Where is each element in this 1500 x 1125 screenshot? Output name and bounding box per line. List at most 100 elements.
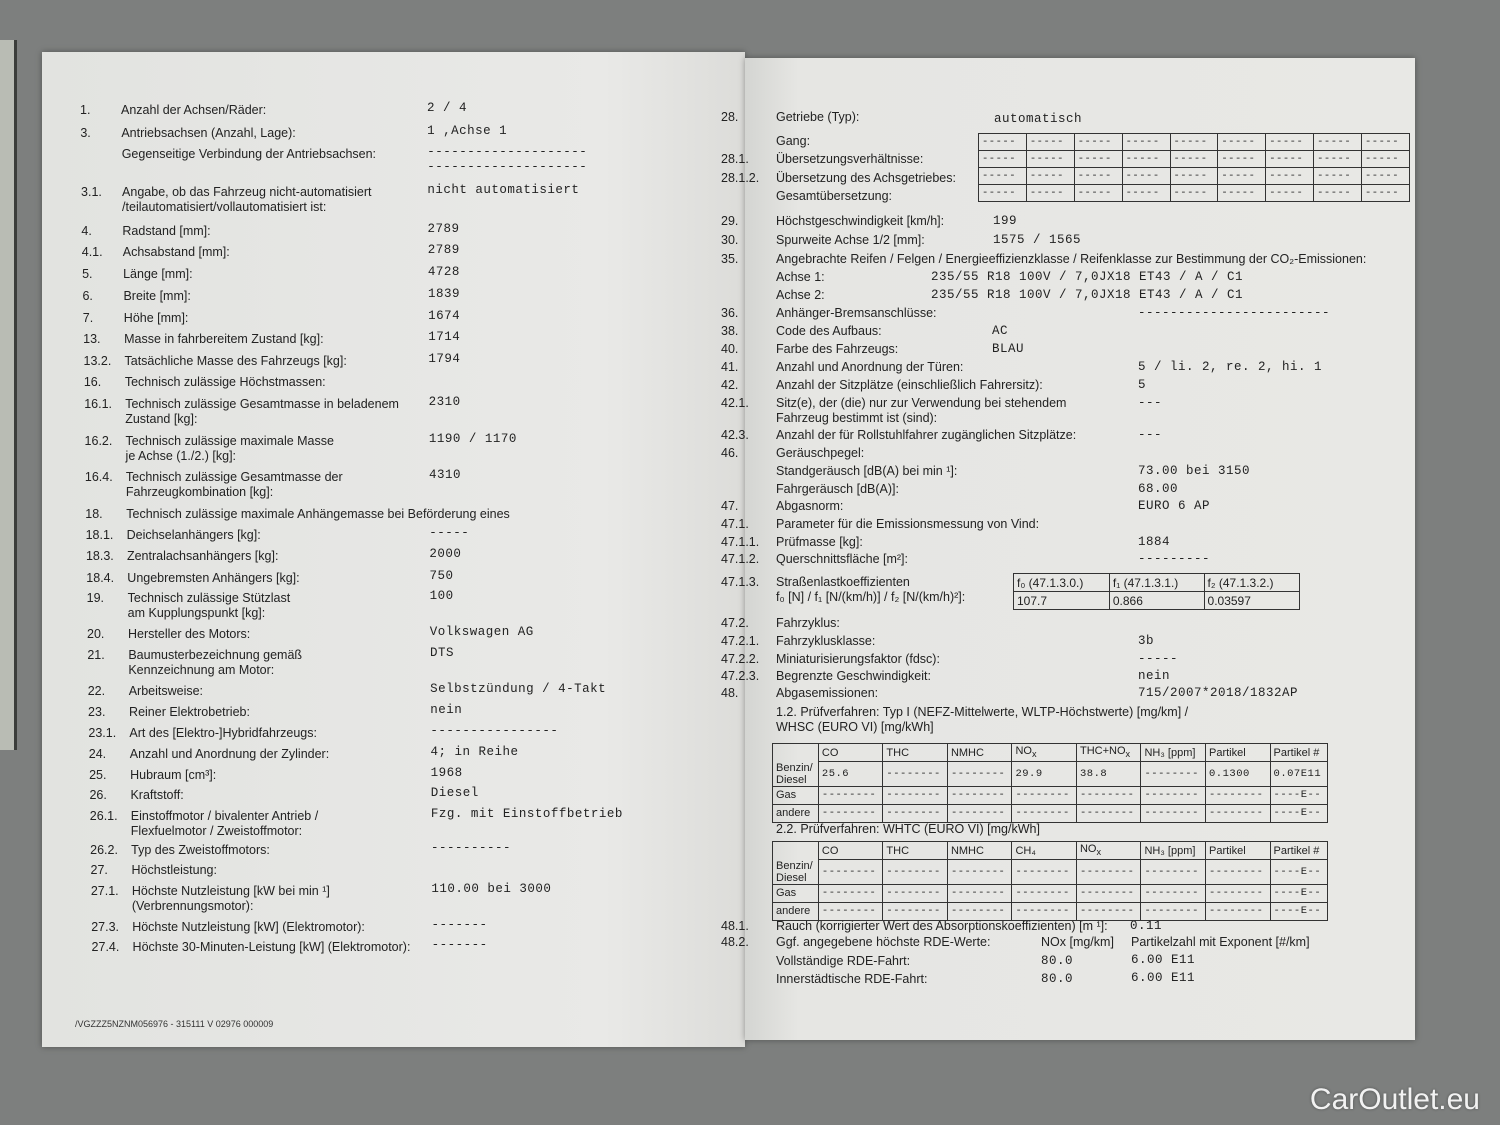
emission-value: --------: [882, 785, 948, 805]
item-number: 41.: [721, 360, 739, 374]
item-value: 1674: [428, 309, 461, 323]
item-value: 4310: [428, 468, 461, 482]
emission-value: ----E--: [1269, 785, 1329, 805]
item-value: ----------------: [430, 724, 559, 738]
item-value: 4728: [427, 265, 460, 279]
gear-cell: -----: [1073, 167, 1123, 185]
emission-value: ----E--: [1269, 859, 1329, 885]
item-number: 30.: [721, 233, 739, 247]
pollutant-header: Partikel: [1205, 743, 1271, 762]
fuel-type-cell: Benzin/Diesel: [772, 859, 819, 885]
item-label: Technisch zulässige Gesamtmasse der Fahrz…: [125, 470, 343, 499]
gear-cell: -----: [978, 167, 1027, 185]
item-number: 13.2.: [83, 354, 112, 368]
gear-cell: -----: [1121, 167, 1171, 185]
gear-cell: -----: [1265, 184, 1315, 202]
item-value: 715/2007*2018/1832AP: [1138, 686, 1299, 700]
item-number: 42.3.: [721, 428, 749, 442]
item-value: 1839: [427, 287, 460, 301]
gear-cell: -----: [978, 150, 1027, 168]
road-load-value: 107.7: [1013, 591, 1110, 610]
item-value: 2789: [427, 243, 460, 257]
item-value: 4; in Reihe: [430, 745, 519, 759]
item-number: 13.: [83, 332, 101, 346]
emission-value: --------: [1140, 761, 1206, 787]
emission-value: --------: [1011, 901, 1077, 921]
road-load-row: f₀ (47.1.3.0.) f₁ (47.1.3.1.) f₂ (47.1.3.2…: [1013, 573, 1301, 592]
emission-value: --------: [817, 859, 884, 885]
item-value: ----------: [431, 841, 512, 855]
emission-value: --------: [1075, 883, 1142, 903]
gear-cell: -----: [1073, 150, 1123, 168]
item-number: 27.: [90, 863, 108, 877]
item-label: 2.2. Prüfverfahren: WHTC (EURO VI) [mg/k…: [776, 822, 1040, 836]
emission-value: --------: [882, 761, 948, 787]
item-label: Fahrzyklusklasse:: [776, 634, 876, 648]
gear-cell: -----: [1121, 133, 1171, 151]
gear-cell: -----: [1313, 150, 1362, 168]
item-label: Gesamtübersetzung:: [776, 189, 893, 203]
emission-value: --------: [882, 859, 948, 885]
item-label: Anzahl und Anordnung der Zylinder:: [129, 747, 330, 761]
item-number: 1.: [80, 103, 91, 117]
gear-cell: -----: [1121, 150, 1171, 168]
item-value: Fzg. mit Einstoffbetrieb: [430, 807, 623, 821]
item-number: 47.2.2.: [721, 652, 760, 666]
pollutant-header: NOx: [1075, 841, 1142, 860]
item-label: Typ des Zweistoffmotors:: [131, 843, 270, 857]
gear-cell: -----: [1361, 150, 1410, 168]
item-value: 1190 / 1170: [428, 432, 517, 446]
rde-header-particles: Partikelzahl mit Exponent [#/km]: [1131, 935, 1310, 949]
item-label: Querschnittsfläche [m²]:: [776, 552, 908, 566]
item-label: Standgeräusch [dB(A) bei min ¹]:: [776, 464, 958, 478]
emission-value: --------: [946, 901, 1013, 921]
item-value: ---------: [1138, 552, 1211, 566]
gear-ratio-table: ----- ----- ----- ----- ----- ----- ----- -----…: [978, 133, 1410, 202]
gear-cell: -----: [1121, 184, 1171, 202]
emission-value: ----E--: [1269, 803, 1329, 823]
item-value: 2 / 4: [427, 101, 468, 115]
gear-cell: -----: [1361, 167, 1410, 185]
item-number: 18.: [85, 507, 103, 521]
item-value: 2310: [428, 395, 461, 409]
gear-row: ----- ----- ----- ----- ----- ----- ----- -----…: [978, 167, 1410, 185]
gear-cell: -----: [1361, 133, 1410, 151]
emission-value: --------: [882, 901, 948, 921]
item-value: 199: [993, 214, 1018, 228]
emission-value: --------: [1011, 803, 1077, 823]
item-label: Übersetzung des Achsgetriebes:: [776, 171, 956, 185]
emission-value: ----E--: [1269, 901, 1329, 921]
item-value: Selbstzündung / 4-Takt: [430, 682, 607, 696]
item-number: 35.: [721, 252, 739, 266]
emission-value: --------: [817, 803, 884, 823]
item-label: Zentralachsanhängers [kg]:: [126, 549, 279, 563]
item-label: Höhe [mm]:: [123, 311, 189, 325]
item-number: 18.4.: [86, 571, 115, 585]
item-number: 4.1.: [81, 245, 103, 259]
item-label: Miniaturisierungsfaktor (fdsc):: [776, 652, 940, 666]
fuel-type-cell: [772, 841, 819, 860]
emission-row: Benzin/Diesel -------- -------- -------- ---…: [772, 859, 1329, 885]
pollutant-header: Partikel #: [1269, 841, 1329, 860]
item-number: 42.: [721, 378, 739, 392]
road-load-header: f₀ (47.1.3.0.): [1013, 573, 1110, 592]
gear-row: ----- ----- ----- ----- ----- ----- ----- -----…: [978, 133, 1410, 151]
item-label: Übersetzungsverhältnisse:: [776, 152, 924, 166]
watermark-logo: CarOutlet.eu: [1309, 1083, 1480, 1116]
item-number: 28.1.2.: [721, 171, 760, 185]
item-label: Achse 2:: [776, 288, 825, 302]
item-label: Höchste Nutzleistung [kW bei min ¹] (Verb…: [131, 884, 330, 913]
item-label: Achse 1:: [776, 270, 825, 284]
item-value: 5: [1138, 378, 1147, 392]
item-label: Ggf. angegebene höchste RDE-Werte:: [776, 935, 991, 949]
item-label: Rauch (korrigierter Wert des Absorptions…: [776, 919, 1108, 933]
item-number: 24.: [88, 747, 107, 761]
item-value: 1714: [428, 330, 461, 344]
emission-value: --------: [1140, 859, 1206, 885]
item-number: 47.2.: [721, 616, 749, 630]
gear-cell: -----: [1169, 167, 1219, 185]
item-value: Diesel: [430, 786, 479, 800]
item-number: 28.: [721, 110, 739, 124]
item-label: Kraftstoff:: [130, 788, 184, 802]
pollutant-header: THC: [882, 841, 948, 860]
